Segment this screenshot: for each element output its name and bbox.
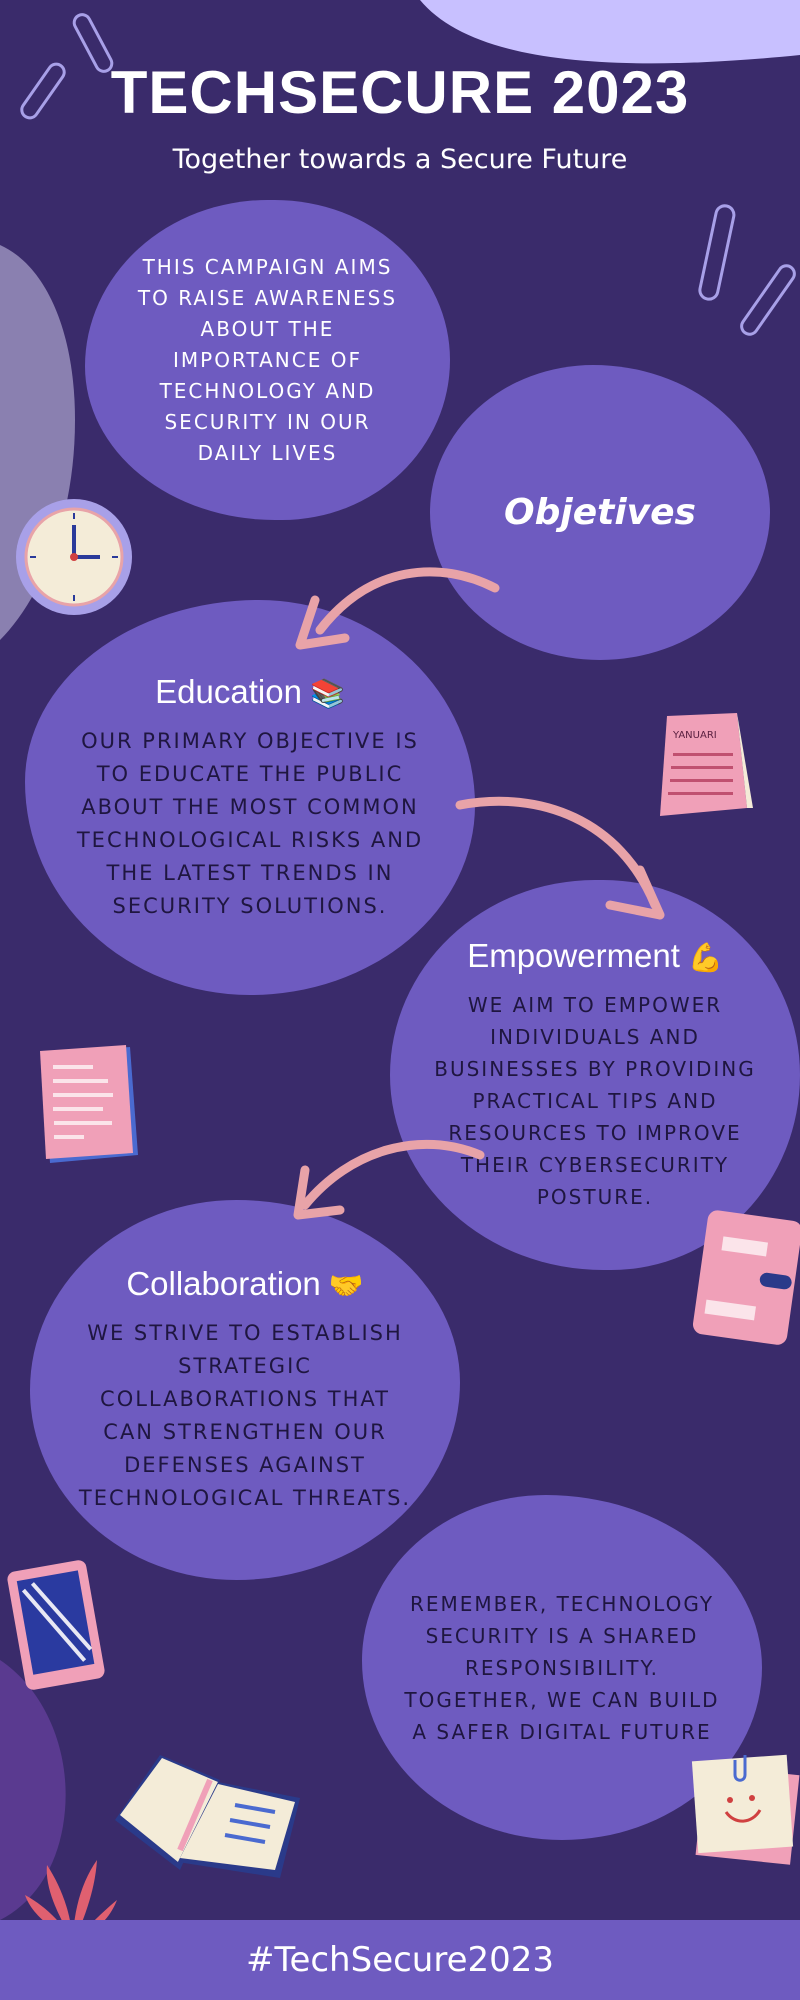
education-blob: Education 📚 OUR PRIMARY OBJECTIVE IS TO E… xyxy=(25,600,475,995)
collaboration-text: WE STRIVE TO ESTABLISH STRATEGIC COLLABO… xyxy=(78,1321,412,1510)
books-icon: 📚 xyxy=(309,677,345,709)
clock-icon xyxy=(16,499,132,615)
education-heading-label: Education xyxy=(155,672,302,710)
calendar-title: YANUARI xyxy=(672,730,717,741)
sticky-note-icon xyxy=(691,1754,800,1865)
tablet-icon xyxy=(7,1560,105,1690)
notebook-icon xyxy=(692,1210,800,1345)
collaboration-blob: Collaboration 🤝 WE STRIVE TO ESTABLISH ST… xyxy=(30,1200,460,1580)
education-text: OUR PRIMARY OBJECTIVE IS TO EDUCATE THE … xyxy=(76,728,424,918)
closing-text: REMEMBER, TECHNOLOGY SECURITY IS A SHARE… xyxy=(404,1591,720,1744)
footer-hashtag: #TechSecure2023 xyxy=(245,1940,555,1980)
empowerment-blob: Empowerment 💪 WE AIM TO EMPOWER INDIVIDUA… xyxy=(390,880,800,1270)
empowerment-text: WE AIM TO EMPOWER INDIVIDUALS AND BUSINE… xyxy=(434,993,756,1209)
intro-text: THIS CAMPAIGN AIMS TO RAISE AWARENESS AB… xyxy=(137,254,398,465)
flexed-arm-icon: 💪 xyxy=(687,942,723,973)
paperclip-icon xyxy=(698,204,796,336)
document-icon xyxy=(40,1045,138,1163)
collaboration-heading: Collaboration 🤝 xyxy=(126,1265,363,1303)
open-book-icon xyxy=(115,1755,300,1878)
page-title: TECHSECURE 2023 xyxy=(110,59,690,126)
empowerment-heading-label: Empowerment xyxy=(467,937,680,974)
education-heading: Education 📚 xyxy=(155,673,345,711)
page-subtitle: Together towards a Secure Future xyxy=(172,144,628,175)
collaboration-heading-label: Collaboration xyxy=(126,1265,321,1302)
footer-bar: #TechSecure2023 xyxy=(0,1920,800,2000)
top-lavender-shape xyxy=(420,0,800,64)
intro-blob: THIS CAMPAIGN AIMS TO RAISE AWARENESS AB… xyxy=(85,200,450,520)
empowerment-heading: Empowerment 💪 xyxy=(467,937,723,975)
left-purple-shape xyxy=(0,1660,66,1920)
handshake-icon: 🤝 xyxy=(328,1270,364,1301)
calendar-icon: YANUARI xyxy=(660,713,753,816)
objectives-blob: Objetives xyxy=(430,365,770,660)
paperclip-icon xyxy=(20,13,114,120)
objectives-label: Objetives xyxy=(504,492,696,533)
